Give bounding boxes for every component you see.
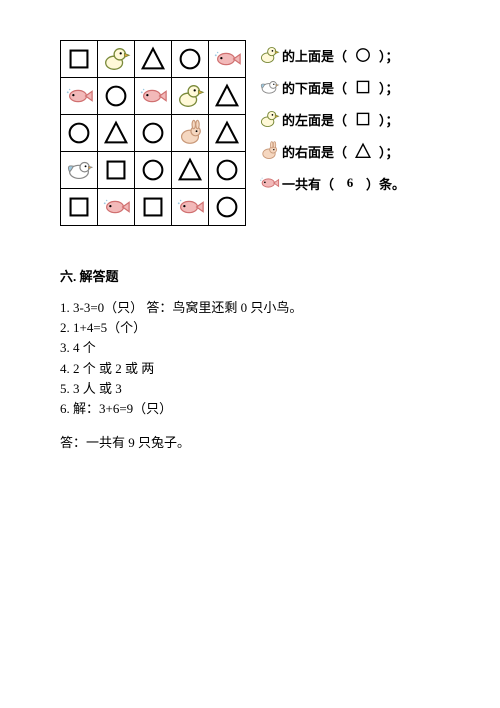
clue-text-before: 一共有（ xyxy=(282,174,334,193)
triangle-shape xyxy=(172,152,208,188)
grid-cell xyxy=(135,152,172,189)
puzzle-area: 的上面是（ ）； 的下面是（ ）； 的左面是（ ）； 的右面是（ ）； 一共有（ 6 ）条。 xyxy=(60,40,450,226)
grid-cell xyxy=(172,152,209,189)
answer-line: 5. 3 人 或 3 xyxy=(60,380,450,398)
clue-row: 的左面是（ ）； xyxy=(258,108,405,130)
square-shape xyxy=(98,152,134,188)
answer-line: 1. 3-3=0（只） 答：鸟窝里还剩 0 只小鸟。 xyxy=(60,299,450,317)
clue-text-after: ）； xyxy=(379,110,399,129)
grid-cell xyxy=(135,115,172,152)
triangle-shape xyxy=(98,115,134,151)
fish-icon xyxy=(172,189,208,225)
clue-text-before: 的下面是（ xyxy=(282,78,347,97)
circle-shape xyxy=(61,115,97,151)
fish-icon xyxy=(209,41,245,77)
grid-cell xyxy=(172,78,209,115)
fish-icon xyxy=(258,172,280,194)
grid-cell xyxy=(209,189,246,226)
triangle-shape xyxy=(135,41,171,77)
grid-cell xyxy=(209,41,246,78)
clue-text-after: ）； xyxy=(379,46,399,65)
section-6: 六. 解答题 1. 3-3=0（只） 答：鸟窝里还剩 0 只小鸟。 2. 1+4=… xyxy=(60,266,450,451)
clue-answer xyxy=(349,110,377,128)
fish-icon xyxy=(135,78,171,114)
clue-row: 一共有（ 6 ）条。 xyxy=(258,172,405,194)
fish-icon xyxy=(61,78,97,114)
clue-text-before: 的右面是（ xyxy=(282,142,347,161)
grid-cell xyxy=(61,115,98,152)
section-6-header: 六. 解答题 xyxy=(60,266,450,285)
clue-list: 的上面是（ ）； 的下面是（ ）； 的左面是（ ）； 的右面是（ ）； 一共有（ 6 ）条。 xyxy=(258,40,405,194)
circle-shape xyxy=(135,152,171,188)
duck-icon xyxy=(172,78,208,114)
clue-text-before: 的左面是（ xyxy=(282,110,347,129)
clue-answer: 6 xyxy=(336,174,364,192)
grid-cell xyxy=(61,41,98,78)
circle-shape xyxy=(135,115,171,151)
circle-shape xyxy=(98,78,134,114)
answer-line: 4. 2 个 或 2 或 两 xyxy=(60,360,450,378)
clue-text-after: ）； xyxy=(379,142,399,161)
clue-text-after: ）； xyxy=(379,78,399,97)
answer-line: 6. 解：3+6=9（只） xyxy=(60,400,450,418)
grid-cell xyxy=(98,115,135,152)
grid-cell xyxy=(98,41,135,78)
grid-cell xyxy=(209,78,246,115)
square-shape xyxy=(135,189,171,225)
grid-cell xyxy=(135,78,172,115)
circle-shape xyxy=(209,189,245,225)
triangle-shape xyxy=(209,78,245,114)
square-shape xyxy=(61,189,97,225)
clue-row: 的下面是（ ）； xyxy=(258,76,405,98)
rabbit-icon xyxy=(258,140,280,162)
clue-answer xyxy=(349,46,377,64)
duck-icon xyxy=(258,108,280,130)
grid-cell xyxy=(209,152,246,189)
clue-answer xyxy=(349,142,377,160)
clue-row: 的上面是（ ）； xyxy=(258,44,405,66)
triangle-shape xyxy=(209,115,245,151)
duck-icon xyxy=(258,44,280,66)
answer-line: 3. 4 个 xyxy=(60,339,450,357)
grid-cell xyxy=(172,189,209,226)
grid-cell xyxy=(98,152,135,189)
section-6-final: 答：一共有 9 只兔子。 xyxy=(60,432,450,451)
grid-cell xyxy=(61,78,98,115)
grid-cell xyxy=(135,41,172,78)
clue-row: 的右面是（ ）； xyxy=(258,140,405,162)
answer-line: 2. 1+4=5（个） xyxy=(60,319,450,337)
grid-cell xyxy=(98,189,135,226)
circle-shape xyxy=(172,41,208,77)
grid-cell xyxy=(61,152,98,189)
grid-cell xyxy=(209,115,246,152)
section-6-answers: 1. 3-3=0（只） 答：鸟窝里还剩 0 只小鸟。 2. 1+4=5（个） 3. … xyxy=(60,299,450,418)
grid-cell xyxy=(172,115,209,152)
grid-cell xyxy=(172,41,209,78)
grid-cell xyxy=(61,189,98,226)
grid-cell xyxy=(98,78,135,115)
dove-icon xyxy=(258,76,280,98)
grid-cell xyxy=(135,189,172,226)
fish-icon xyxy=(98,189,134,225)
rabbit-icon xyxy=(172,115,208,151)
dove-icon xyxy=(61,152,97,188)
circle-shape xyxy=(209,152,245,188)
clue-text-before: 的上面是（ xyxy=(282,46,347,65)
puzzle-grid xyxy=(60,40,246,226)
clue-text-after: ）条。 xyxy=(366,174,405,193)
square-shape xyxy=(61,41,97,77)
clue-answer xyxy=(349,78,377,96)
duck-icon xyxy=(98,41,134,77)
